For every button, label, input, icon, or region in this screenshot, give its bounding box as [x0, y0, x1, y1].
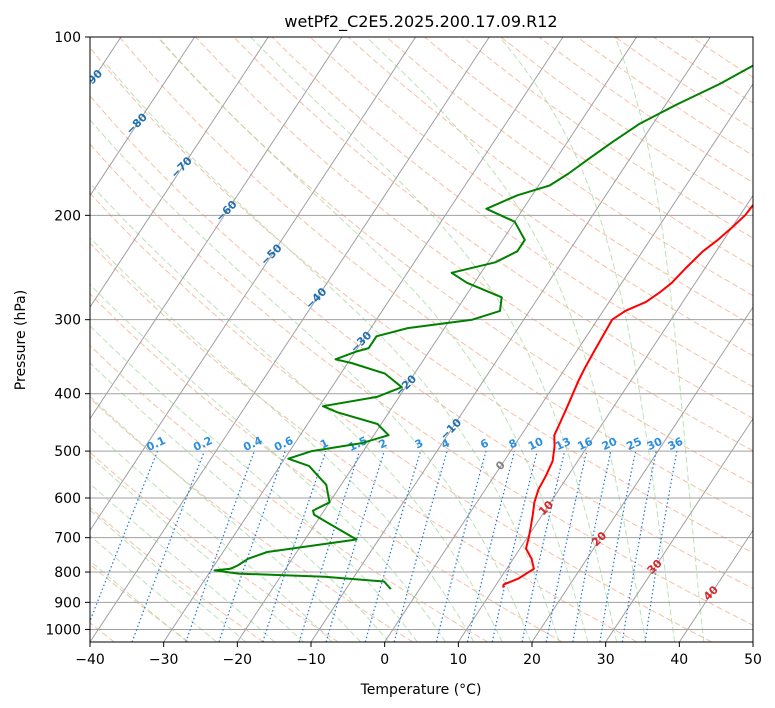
moist-adiabat: [90, 182, 503, 642]
plot-frame: [89, 36, 754, 643]
moist-adiabat: [90, 395, 361, 642]
isotherm-line: [90, 37, 196, 197]
isotherm-line: [457, 194, 753, 642]
y-tick-label: 600: [54, 491, 81, 507]
y-tick-label: 1000: [45, 622, 81, 638]
isotherm-line: [90, 37, 490, 642]
chart-title: wetPf2_C2E5.2025.200.17.09.R12: [284, 12, 557, 32]
x-axis-title: Temperature (°C): [360, 682, 482, 698]
mixing-ratio-label: 25: [624, 435, 643, 453]
x-tick-label: −10: [296, 652, 326, 668]
moist-adiabat: [614, 37, 705, 642]
dry-adiabat: [118, 37, 753, 519]
mixing-ratio-line: [364, 450, 422, 642]
isotherm-line: [163, 37, 564, 642]
mixing-ratio-line: [491, 450, 538, 642]
mixing-ratio-line: [325, 450, 385, 642]
mixing-ratio-label: 10: [526, 435, 546, 453]
moist-adiabat: [90, 283, 446, 642]
y-axis-title: Pressure (hPa): [13, 290, 29, 390]
isotherm-line: [90, 37, 417, 532]
isotherm-line: [310, 37, 711, 642]
x-tick-label: −40: [75, 652, 105, 668]
moist-adiabat: [250, 37, 618, 642]
moist-adiabat: [90, 483, 275, 642]
mixing-ratio-line: [185, 450, 255, 642]
profile-lines: [213, 64, 753, 590]
mixing-ratio-label: 36: [666, 435, 686, 453]
moist-adiabat: [157, 37, 589, 642]
isotherm-line: [678, 529, 753, 642]
x-tick-label: 30: [597, 652, 615, 668]
dry-adiabat: [309, 37, 753, 357]
y-tick-label: 300: [54, 313, 81, 329]
mixing-ratio-line: [90, 450, 159, 623]
x-tick-label: 20: [523, 652, 541, 668]
dry-adiabat: [90, 143, 753, 626]
y-tick-label: 400: [54, 387, 81, 403]
isotherm-line: [90, 37, 269, 309]
moist-adiabat: [90, 236, 475, 642]
isotherm-line: [605, 417, 753, 642]
mixing-ratio-label: 16: [576, 435, 596, 453]
mixing-ratio-label: 13: [553, 435, 572, 453]
mixing-ratio-line: [131, 450, 205, 642]
dewpoint-profile-line: [213, 64, 753, 590]
dry-adiabat: [90, 95, 753, 590]
moist-adiabat: [90, 534, 217, 642]
axes: −40 −30 −20 −10 0 10 20 30 40 50 100 200 300 400 500 60…: [45, 30, 762, 668]
moist-adiabat: [103, 61, 560, 642]
isotherm-line: [531, 306, 753, 642]
moist-adiabat: [90, 119, 532, 642]
moist-adiabat: [90, 560, 188, 642]
dry-adiabat: [157, 37, 753, 485]
mixing-ratio-line: [218, 450, 286, 642]
moist-adiabat: [90, 455, 304, 642]
background-lines: [90, 37, 753, 642]
isotherm-line: [384, 83, 753, 642]
y-tick-label: 200: [54, 208, 81, 224]
dry-adiabat: [90, 192, 712, 642]
temperature-profile-line: [502, 203, 753, 588]
isotherm-line: [90, 37, 343, 420]
mixing-ratio-line: [393, 450, 448, 642]
x-tick-label: 10: [449, 652, 467, 668]
x-tick-label: 40: [670, 652, 688, 668]
y-tick-label: 900: [54, 595, 81, 611]
mixing-ratio-line: [521, 450, 566, 642]
isotherm-line: [236, 37, 638, 642]
moist-adiabat: [90, 509, 247, 642]
x-tick-label: −30: [149, 652, 179, 668]
dry-adiabat: [90, 397, 414, 642]
x-tick-label: 50: [744, 652, 762, 668]
x-tick-label: 0: [380, 652, 389, 668]
mixing-ratio-line: [435, 450, 487, 642]
y-tick-label: 800: [54, 565, 81, 581]
y-tick-label: 700: [54, 531, 81, 547]
mixing-ratio-label: 20: [600, 435, 620, 453]
mixing-ratio-label: 30: [645, 435, 665, 453]
dry-adiabat: [90, 242, 638, 642]
dry-adiabat: [386, 37, 753, 297]
mixing-ratio-line: [298, 450, 361, 642]
mixing-ratio-line: [466, 450, 516, 642]
x-tick-label: −20: [223, 652, 253, 668]
mixing-ratio-line: [262, 450, 327, 642]
y-tick-label: 100: [54, 30, 81, 46]
dry-adiabat: [90, 344, 488, 642]
moist-adiabat: [90, 426, 333, 642]
y-tick-label: 500: [54, 444, 81, 460]
moist-adiabat: [499, 37, 676, 642]
dry-adiabat: [233, 37, 753, 419]
dry-adiabat: [90, 506, 264, 642]
dry-adiabat: [90, 293, 563, 642]
